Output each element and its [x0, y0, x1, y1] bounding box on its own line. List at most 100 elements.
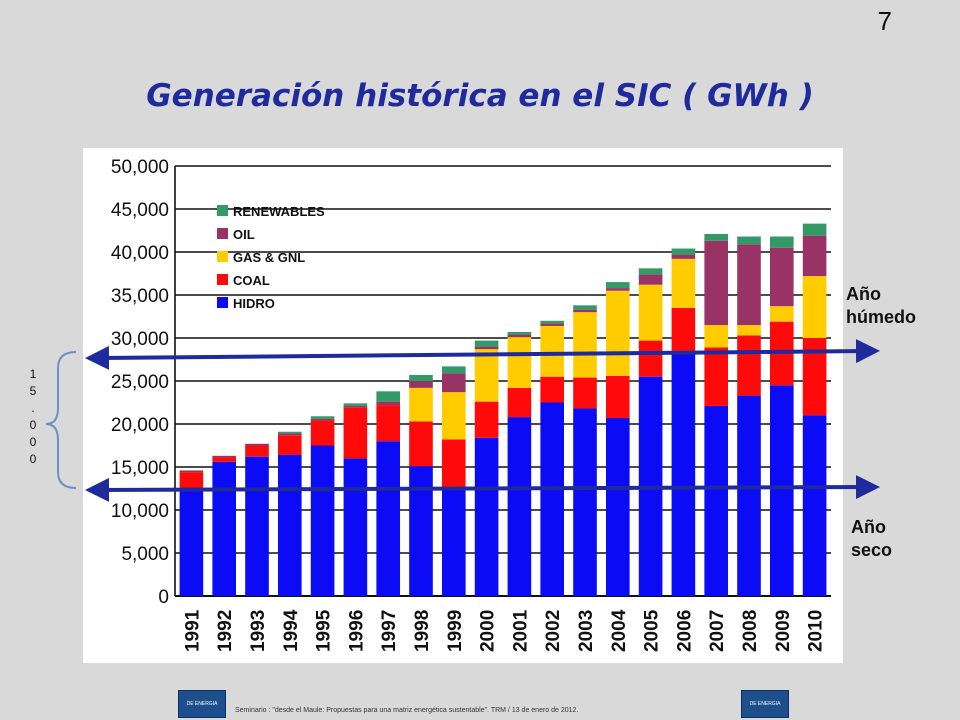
bar-gas-gnl-2010: [802, 276, 827, 338]
bar-coal-1999: [441, 439, 466, 488]
bar-hidro-2000: [474, 437, 499, 596]
range-bracket: [45, 351, 77, 489]
bar-hidro-2010: [802, 415, 827, 596]
bar-gas-gnl-2001: [507, 337, 532, 388]
bar-renewables-1998: [409, 374, 433, 381]
bar-coal-2004: [605, 375, 630, 418]
bracket-label-char: 0: [30, 418, 37, 432]
bar-oil-1999: [441, 373, 466, 393]
bar-coal-1991: [179, 472, 204, 491]
bar-hidro-1994: [277, 454, 302, 596]
wet-year-label: Año húmedo: [846, 284, 916, 328]
bar-renewables-2007: [704, 233, 729, 241]
bar-coal-2003: [573, 377, 597, 409]
y-tick-label: 45,000: [111, 200, 169, 221]
bar-hidro-1991: [179, 490, 204, 596]
bar-oil-1995: [310, 418, 335, 421]
bar-hidro-1995: [310, 445, 335, 596]
legend-swatch: [217, 274, 228, 285]
bar-hidro-1996: [343, 458, 368, 596]
x-tick-label: 1997: [379, 610, 400, 652]
x-tick-label: 2005: [642, 609, 663, 652]
bar-gas-gnl-2007: [704, 325, 729, 348]
x-tick-label: 2002: [543, 610, 564, 652]
bar-renewables-1996: [343, 403, 368, 406]
bar-hidro-1997: [376, 441, 401, 596]
bar-coal-1994: [277, 435, 302, 455]
bar-gas-gnl-2006: [671, 258, 696, 308]
x-tick-label: 1999: [445, 610, 466, 652]
bar-coal-2007: [704, 347, 729, 406]
bar-oil-1998: [409, 381, 433, 388]
legend-label: GAS & GNL: [233, 250, 305, 265]
x-tick-label: 1998: [412, 610, 433, 652]
bar-oil-2005: [638, 274, 663, 285]
bar-gas-gnl-2008: [737, 325, 761, 336]
bar-gas-gnl-2003: [573, 312, 597, 378]
y-tick-label: 10,000: [111, 501, 169, 522]
ministry-logo: DE ENERGIA: [178, 690, 226, 718]
bar-renewables-2008: [737, 236, 761, 245]
slide-title: Generación histórica en el SIC ( GWh ): [146, 78, 814, 114]
bar-coal-2001: [507, 387, 532, 418]
bar-renewables-1997: [376, 391, 401, 402]
bar-hidro-2001: [507, 417, 532, 596]
x-tick-label: 2006: [674, 610, 695, 652]
chart-container: 0 5,000 10,000 15,000 20,000 25,000 30,000 35,0…: [83, 148, 843, 663]
x-tick-label: 2003: [576, 610, 597, 652]
bar-coal-1993: [245, 445, 269, 457]
bracket-label-char: 0: [30, 435, 37, 449]
dry-year-label: Año seco: [851, 517, 893, 561]
bar-oil-1993: [245, 443, 269, 446]
legend-label: RENEWABLES: [233, 204, 325, 219]
bracket-label-char: .: [31, 401, 34, 415]
x-tick-label: 2008: [740, 610, 761, 652]
bar-oil-2010: [802, 235, 827, 277]
x-tick-label: 2004: [609, 609, 630, 652]
bar-hidro-2003: [573, 408, 597, 596]
y-tick-label: 50,000: [111, 157, 169, 178]
bar-gas-gnl-2004: [605, 290, 630, 376]
bracket-label-char: 1: [30, 367, 37, 381]
legend-swatch: [217, 228, 228, 239]
y-tick-label: 40,000: [111, 243, 169, 264]
bar-gas-gnl-2005: [638, 284, 663, 341]
bar-coal-1995: [310, 420, 335, 446]
y-tick-label: 35,000: [111, 286, 169, 307]
bar-renewables-1994: [277, 431, 302, 434]
bar-coal-2000: [474, 401, 499, 438]
bar-gas-gnl-1998: [409, 387, 433, 422]
x-tick-label: 2009: [773, 610, 794, 652]
footer-text: Seminario : "desde el Maule: Propuestas …: [235, 707, 579, 714]
bar-oil-2004: [605, 288, 630, 291]
y-tick-label: 5,000: [121, 544, 169, 565]
bar-oil-2000: [474, 346, 499, 350]
bar-hidro-2004: [605, 417, 630, 596]
bar-coal-2010: [802, 338, 827, 416]
x-tick-label: 2000: [478, 610, 499, 652]
bar-renewables-2006: [671, 248, 696, 255]
bar-renewables-1999: [441, 366, 466, 374]
bar-renewables-2003: [573, 305, 597, 310]
legend-label: COAL: [233, 273, 270, 288]
bar-oil-2008: [737, 244, 761, 326]
y-tick-label: 30,000: [111, 329, 169, 350]
bar-gas-gnl-2009: [769, 306, 794, 322]
legend-label: HIDRO: [233, 296, 275, 311]
bar-renewables-1995: [310, 416, 335, 419]
bar-coal-2005: [638, 340, 663, 377]
ministry-logo: DE ENERGIA: [741, 690, 789, 718]
bar-gas-gnl-2000: [474, 349, 499, 402]
bar-oil-2003: [573, 309, 597, 313]
bar-coal-1992: [212, 457, 237, 462]
bar-hidro-2008: [737, 395, 761, 596]
legend-swatch: [217, 297, 228, 308]
x-tick-label: 1993: [248, 610, 269, 652]
x-tick-label: 1991: [182, 609, 203, 652]
bar-oil-1991: [179, 470, 204, 473]
x-tick-label: 2001: [510, 609, 531, 652]
x-tick-label: 1994: [281, 609, 302, 652]
slide-number: 7: [877, 6, 892, 36]
bar-coal-1997: [376, 405, 401, 442]
stacked-bar-chart: 0 5,000 10,000 15,000 20,000 25,000 30,000 35,0…: [111, 157, 831, 652]
